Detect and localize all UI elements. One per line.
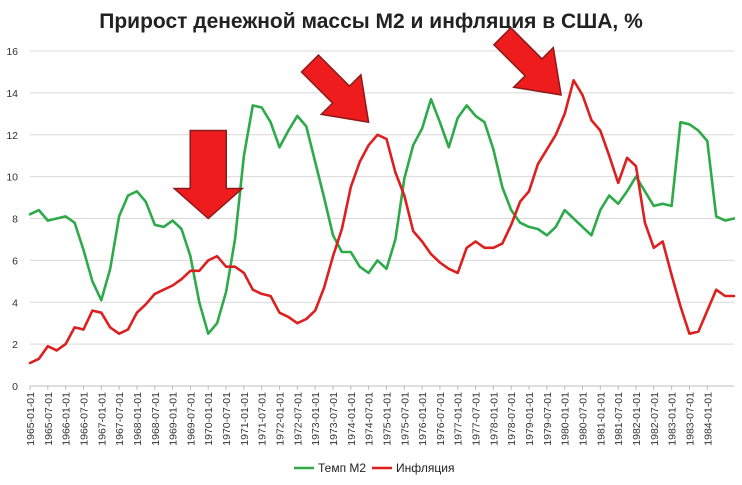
x-tick-label: 1974-01-01 xyxy=(346,392,358,446)
x-tick-label: 1976-07-01 xyxy=(435,392,447,446)
x-tick-label: 1979-07-01 xyxy=(542,392,554,446)
x-tick-label: 1971-01-01 xyxy=(239,392,251,446)
x-tick-label: 1981-01-01 xyxy=(595,392,607,446)
x-tick-label: 1980-07-01 xyxy=(578,392,590,446)
y-tick-label: 16 xyxy=(6,46,18,58)
x-tick-label: 1969-01-01 xyxy=(168,392,180,446)
x-tick-label: 1973-07-01 xyxy=(328,392,340,446)
x-tick-label: 1978-07-01 xyxy=(506,392,518,446)
x-tick-label: 1979-01-01 xyxy=(524,392,536,446)
legend: Темп М2 Инфляция xyxy=(294,461,454,475)
x-tick-label: 1977-01-01 xyxy=(453,392,465,446)
x-tick-label: 1966-07-01 xyxy=(78,392,90,446)
x-axis: 1965-01-01 1965-07-01 1966-01-01 1966-07-01… xyxy=(25,386,714,446)
y-tick-label: 10 xyxy=(6,172,18,184)
x-tick-label: 1977-07-01 xyxy=(471,392,483,446)
y-tick-label: 2 xyxy=(12,339,18,351)
y-tick-label: 8 xyxy=(12,214,18,226)
x-tick-label: 1967-01-01 xyxy=(96,392,108,446)
x-tick-label: 1983-01-01 xyxy=(667,392,679,446)
x-tick-label: 1969-07-01 xyxy=(185,392,197,446)
x-tick-label: 1984-01-01 xyxy=(702,392,714,446)
x-tick-label: 1982-01-01 xyxy=(631,392,643,446)
x-tick-label: 1967-07-01 xyxy=(114,392,126,446)
x-tick-label: 1981-07-01 xyxy=(613,392,625,446)
legend-label: Инфляция xyxy=(396,461,454,475)
x-tick-label: 1968-07-01 xyxy=(150,392,162,446)
x-tick-label: 1974-07-01 xyxy=(364,392,376,446)
gridlines xyxy=(30,50,734,387)
x-tick-label: 1971-07-01 xyxy=(257,392,269,446)
x-tick-label: 1966-01-01 xyxy=(61,392,73,446)
y-tick-label: 12 xyxy=(6,130,18,142)
chart-title: Прирост денежной массы М2 и инфляция в С… xyxy=(99,10,643,33)
y-axis: 0 2 4 6 8 10 12 14 16 xyxy=(6,46,18,393)
series-line-m2 xyxy=(28,97,736,335)
x-tick-label: 1975-01-01 xyxy=(381,392,393,446)
x-tick-label: 1983-07-01 xyxy=(684,392,696,446)
y-tick-label: 0 xyxy=(12,381,18,393)
arrow-3 xyxy=(492,26,563,96)
x-tick-label: 1980-01-01 xyxy=(560,392,572,446)
x-tick-label: 1970-07-01 xyxy=(221,392,233,446)
arrow-2 xyxy=(300,53,370,124)
y-tick-label: 14 xyxy=(6,88,18,100)
arrow-1 xyxy=(172,129,245,220)
x-tick-label: 1965-07-01 xyxy=(43,392,55,446)
x-tick-label: 1973-01-01 xyxy=(310,392,322,446)
x-tick-label: 1965-01-01 xyxy=(25,392,37,446)
series-lines xyxy=(28,79,736,365)
x-tick-label: 1970-01-01 xyxy=(203,392,215,446)
x-tick-label: 1976-01-01 xyxy=(417,392,429,446)
legend-label: Темп М2 xyxy=(318,461,366,475)
x-tick-label: 1972-01-01 xyxy=(275,392,287,446)
x-tick-label: 1978-01-01 xyxy=(488,392,500,446)
x-tick-label: 1968-01-01 xyxy=(132,392,144,446)
annotation-arrows xyxy=(172,26,563,220)
x-tick-label: 1972-07-01 xyxy=(292,392,304,446)
series-line-inflation xyxy=(28,79,736,365)
x-tick-label: 1975-07-01 xyxy=(399,392,411,446)
y-tick-label: 6 xyxy=(12,255,18,267)
x-tick-label: 1982-07-01 xyxy=(649,392,661,446)
y-tick-label: 4 xyxy=(12,297,18,309)
